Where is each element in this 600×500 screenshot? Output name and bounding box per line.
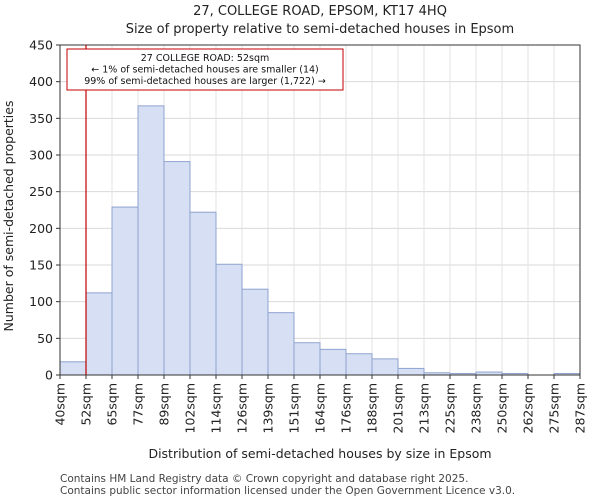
chart-title: 27, COLLEGE ROAD, EPSOM, KT17 4HQ xyxy=(193,4,447,19)
bar xyxy=(397,367,425,376)
x-tick-label: 65sqm xyxy=(105,383,120,426)
x-tick-label: 126sqm xyxy=(235,383,250,433)
x-tick-label: 201sqm xyxy=(391,383,406,433)
x-tick-label: 262sqm xyxy=(521,383,536,433)
x-tick-label: 176sqm xyxy=(339,383,354,433)
bar xyxy=(163,161,191,376)
x-tick-label: 89sqm xyxy=(157,383,172,426)
y-tick-label: 250 xyxy=(29,184,53,199)
annotation-box xyxy=(66,48,344,91)
bars xyxy=(59,105,581,376)
x-tick-label: 213sqm xyxy=(417,383,432,433)
y-tick-label: 200 xyxy=(29,221,53,236)
bar xyxy=(267,312,295,376)
x-tick-label: 225sqm xyxy=(443,383,458,433)
annotation-line: ← 1% of semi-detached houses are smaller… xyxy=(91,65,319,76)
x-tick-label: 151sqm xyxy=(287,383,302,433)
x-tick-label: 275sqm xyxy=(547,383,562,433)
bar xyxy=(345,353,373,376)
x-tick-label: 287sqm xyxy=(573,383,588,433)
bar xyxy=(319,348,347,376)
x-tick-label: 139sqm xyxy=(261,383,276,433)
bar xyxy=(371,358,399,376)
y-tick-label: 0 xyxy=(45,368,53,383)
x-tick-label: 77sqm xyxy=(131,383,146,426)
x-tick-label: 188sqm xyxy=(365,383,380,433)
marker: 27 COLLEGE ROAD: 52sqm← 1% of semi-detac… xyxy=(66,45,344,375)
x-tick-label: 164sqm xyxy=(313,383,328,433)
annotation-line: 27 COLLEGE ROAD: 52sqm xyxy=(141,53,269,64)
x-tick-label: 250sqm xyxy=(495,383,510,433)
bar xyxy=(85,292,113,376)
bar xyxy=(215,263,243,376)
bar xyxy=(137,105,165,376)
x-tick-label: 40sqm xyxy=(53,383,68,426)
y-tick-label: 400 xyxy=(29,74,53,89)
bar xyxy=(241,288,269,376)
y-tick-label: 350 xyxy=(29,111,53,126)
bar xyxy=(189,211,217,376)
bar xyxy=(111,206,139,376)
bar xyxy=(293,342,321,376)
x-tick-label: 52sqm xyxy=(79,383,94,426)
y-tick-label: 450 xyxy=(29,38,53,53)
y-tick-label: 50 xyxy=(37,331,53,346)
x-tick-label: 102sqm xyxy=(183,383,198,433)
axes: 0 50 100 150 200 250 300 350 400 450 40sqm 52sqm 65s… xyxy=(29,38,587,434)
footer-line-2: Contains public sector information licen… xyxy=(60,485,515,497)
footer-line-1: Contains HM Land Registry data © Crown c… xyxy=(60,473,468,485)
y-tick-label: 150 xyxy=(29,258,53,273)
annotation-line: 99% of semi-detached houses are larger (… xyxy=(84,76,326,87)
x-tick-label: 238sqm xyxy=(469,383,484,433)
x-tick-label: 114sqm xyxy=(209,383,224,433)
y-axis-label: Number of semi-detached properties xyxy=(1,101,16,332)
y-tick-label: 300 xyxy=(29,148,53,163)
y-tick-label: 100 xyxy=(29,294,53,309)
bar xyxy=(59,361,87,376)
x-axis-label: Distribution of semi-detached houses by … xyxy=(148,446,491,461)
chart-subtitle: Size of property relative to semi-detach… xyxy=(126,22,514,37)
